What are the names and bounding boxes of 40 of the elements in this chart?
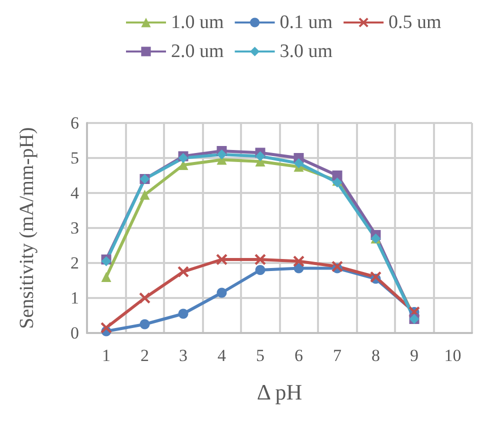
point (293, 256, 304, 267)
point (178, 308, 188, 319)
point (140, 319, 150, 330)
y-tick-label: 3 (70, 218, 79, 238)
point (254, 254, 266, 265)
x-axis-title: Δ pH (256, 380, 302, 404)
legend-label: 3.0 um (280, 41, 333, 62)
x-tick-label: 3 (179, 346, 188, 365)
x-tick-label: 7 (333, 346, 342, 365)
point (139, 292, 150, 304)
x-tick-label: 5 (256, 346, 264, 365)
point (255, 265, 266, 275)
point (178, 266, 189, 278)
point (294, 158, 304, 168)
y-tick-label: 6 (70, 114, 79, 132)
point (216, 150, 227, 160)
legend-label: 1.0 um (171, 12, 224, 33)
y-axis-title: Sensitivity (mA/mm-pH) (16, 127, 38, 329)
point (140, 190, 150, 200)
x-tick-label: 10 (444, 346, 462, 365)
point (101, 272, 112, 282)
legend-label: 0.5 um (388, 12, 442, 33)
legend-label: 0.1 um (280, 12, 333, 33)
point (216, 254, 228, 265)
point (216, 288, 227, 298)
x-tick-label: 8 (372, 346, 380, 365)
x-tick-label: 1 (102, 346, 110, 365)
y-tick-label: 1 (70, 288, 79, 308)
point (100, 322, 112, 334)
point (332, 170, 342, 180)
x-tick-label: 4 (218, 346, 226, 365)
legend-label: 2.0 um (171, 41, 224, 62)
y-tick-label: 4 (70, 184, 80, 202)
x-tick-label: 2 (140, 346, 149, 365)
y-tick-label: 0 (70, 324, 79, 342)
y-tick-label: 2 (70, 254, 79, 272)
point (255, 151, 266, 162)
x-tick-label: 6 (294, 346, 303, 365)
x-tick-label: 9 (410, 346, 418, 365)
y-tick-label: 5 (70, 148, 79, 168)
